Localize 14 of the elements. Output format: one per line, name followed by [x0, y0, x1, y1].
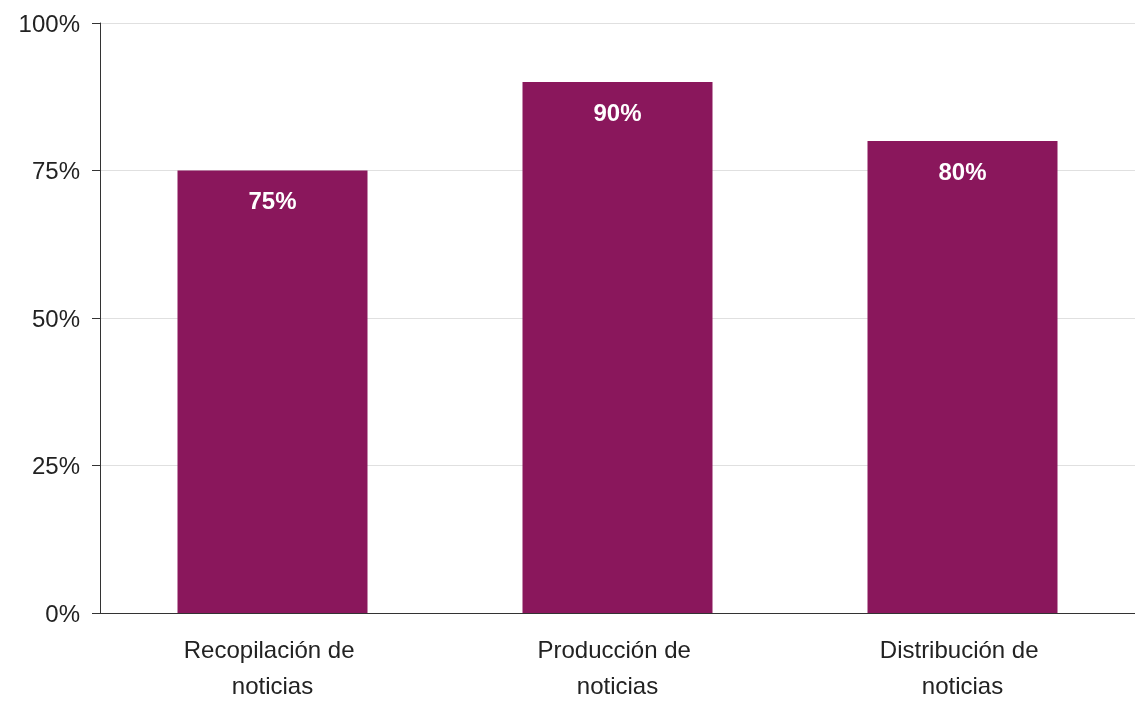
bar [522, 82, 713, 613]
y-tick-label: 75% [31, 157, 80, 184]
data-label: 80% [938, 157, 987, 185]
y-tick-label: 100% [18, 9, 80, 37]
data-label: 90% [593, 98, 642, 126]
x-tick-label: Distribución de noticias [879, 635, 1046, 699]
bar [867, 141, 1058, 613]
x-tick-label: Producción de noticias [537, 635, 698, 699]
y-tick-label: 50% [31, 304, 80, 332]
bar [177, 170, 368, 613]
y-tick-label: 25% [31, 452, 80, 479]
x-tick-label: Recopilación de noticias [183, 635, 362, 699]
y-tick-label: 0% [45, 599, 80, 627]
data-label: 75% [248, 187, 297, 214]
